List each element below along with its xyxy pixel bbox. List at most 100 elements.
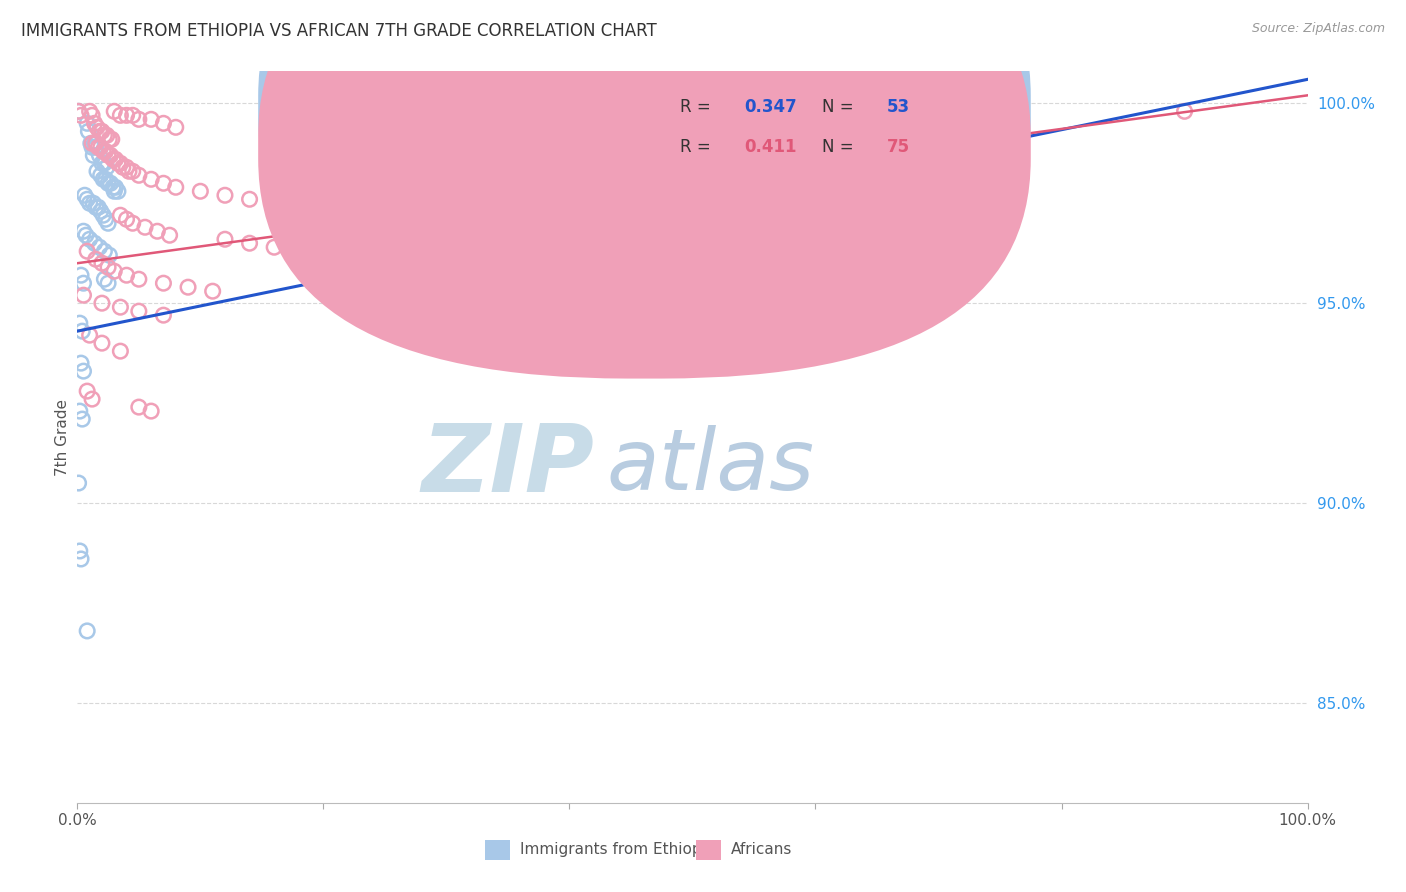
- Point: [91, 208, 114, 222]
- Point: [84, 200, 107, 214]
- Point: [146, 224, 169, 238]
- Point: [110, 300, 132, 314]
- Point: [118, 164, 141, 178]
- Point: [115, 161, 138, 175]
- Point: [67, 104, 90, 119]
- Point: [72, 224, 94, 238]
- Point: [121, 216, 143, 230]
- Point: [110, 108, 132, 122]
- Y-axis label: 7th Grade: 7th Grade: [55, 399, 70, 475]
- Text: N =: N =: [821, 138, 859, 156]
- Point: [97, 216, 120, 230]
- Point: [110, 156, 132, 170]
- Point: [76, 624, 98, 638]
- FancyBboxPatch shape: [259, 0, 1031, 338]
- Point: [83, 116, 105, 130]
- Point: [115, 268, 138, 283]
- Point: [76, 116, 98, 130]
- Point: [69, 316, 91, 330]
- Point: [97, 260, 120, 275]
- Point: [76, 192, 98, 206]
- Point: [121, 108, 143, 122]
- Point: [82, 392, 104, 406]
- Point: [79, 196, 101, 211]
- Point: [93, 128, 115, 143]
- Point: [159, 228, 181, 243]
- Point: [79, 328, 101, 343]
- Point: [101, 180, 124, 194]
- Point: [128, 400, 150, 414]
- Point: [97, 176, 120, 190]
- Point: [82, 196, 104, 211]
- Point: [177, 280, 200, 294]
- Point: [239, 236, 262, 251]
- Point: [152, 308, 174, 322]
- Point: [111, 161, 134, 175]
- Point: [73, 188, 96, 202]
- Text: 53: 53: [887, 98, 910, 116]
- Point: [93, 272, 115, 286]
- FancyBboxPatch shape: [259, 0, 1031, 378]
- Point: [87, 140, 110, 154]
- Point: [152, 116, 174, 130]
- Point: [82, 148, 104, 162]
- Text: Africans: Africans: [731, 842, 793, 856]
- Point: [79, 104, 101, 119]
- Point: [69, 404, 91, 418]
- Point: [104, 180, 127, 194]
- Text: R =: R =: [681, 138, 721, 156]
- Point: [107, 184, 129, 198]
- Point: [70, 108, 93, 122]
- Text: IMMIGRANTS FROM ETHIOPIA VS AFRICAN 7TH GRADE CORRELATION CHART: IMMIGRANTS FROM ETHIOPIA VS AFRICAN 7TH …: [21, 22, 657, 40]
- Point: [263, 240, 285, 254]
- Point: [76, 384, 98, 398]
- Text: Source: ZipAtlas.com: Source: ZipAtlas.com: [1251, 22, 1385, 36]
- Point: [90, 169, 112, 183]
- Point: [90, 124, 114, 138]
- Text: 0.411: 0.411: [744, 138, 797, 156]
- Point: [165, 180, 187, 194]
- Text: atlas: atlas: [606, 425, 814, 508]
- Point: [263, 196, 285, 211]
- Point: [82, 140, 104, 154]
- Point: [70, 412, 93, 426]
- Point: [100, 148, 122, 162]
- Point: [72, 288, 94, 302]
- Point: [190, 184, 212, 198]
- Point: [214, 188, 236, 202]
- Point: [94, 145, 117, 159]
- Point: [214, 232, 236, 246]
- Point: [80, 136, 103, 151]
- Point: [152, 176, 174, 190]
- Point: [1174, 104, 1197, 119]
- Point: [96, 161, 118, 175]
- Point: [103, 264, 125, 278]
- Point: [84, 252, 107, 267]
- FancyBboxPatch shape: [606, 78, 963, 174]
- Point: [91, 145, 114, 159]
- Text: 0.347: 0.347: [744, 98, 797, 116]
- Point: [94, 212, 117, 227]
- Point: [141, 172, 163, 186]
- Text: N =: N =: [821, 98, 859, 116]
- Point: [70, 552, 93, 566]
- Point: [928, 196, 950, 211]
- Point: [152, 276, 174, 290]
- Point: [89, 148, 111, 162]
- Point: [128, 112, 150, 127]
- Point: [70, 324, 93, 338]
- Point: [86, 120, 108, 135]
- Point: [90, 336, 114, 351]
- Point: [110, 344, 132, 359]
- Point: [100, 176, 122, 190]
- Point: [79, 232, 101, 246]
- Point: [110, 208, 132, 222]
- Point: [115, 108, 138, 122]
- Text: 75: 75: [887, 138, 910, 156]
- Point: [97, 276, 120, 290]
- Point: [70, 356, 93, 370]
- Point: [84, 136, 107, 151]
- Point: [128, 272, 150, 286]
- Point: [83, 236, 105, 251]
- Text: Immigrants from Ethiopia: Immigrants from Ethiopia: [520, 842, 716, 856]
